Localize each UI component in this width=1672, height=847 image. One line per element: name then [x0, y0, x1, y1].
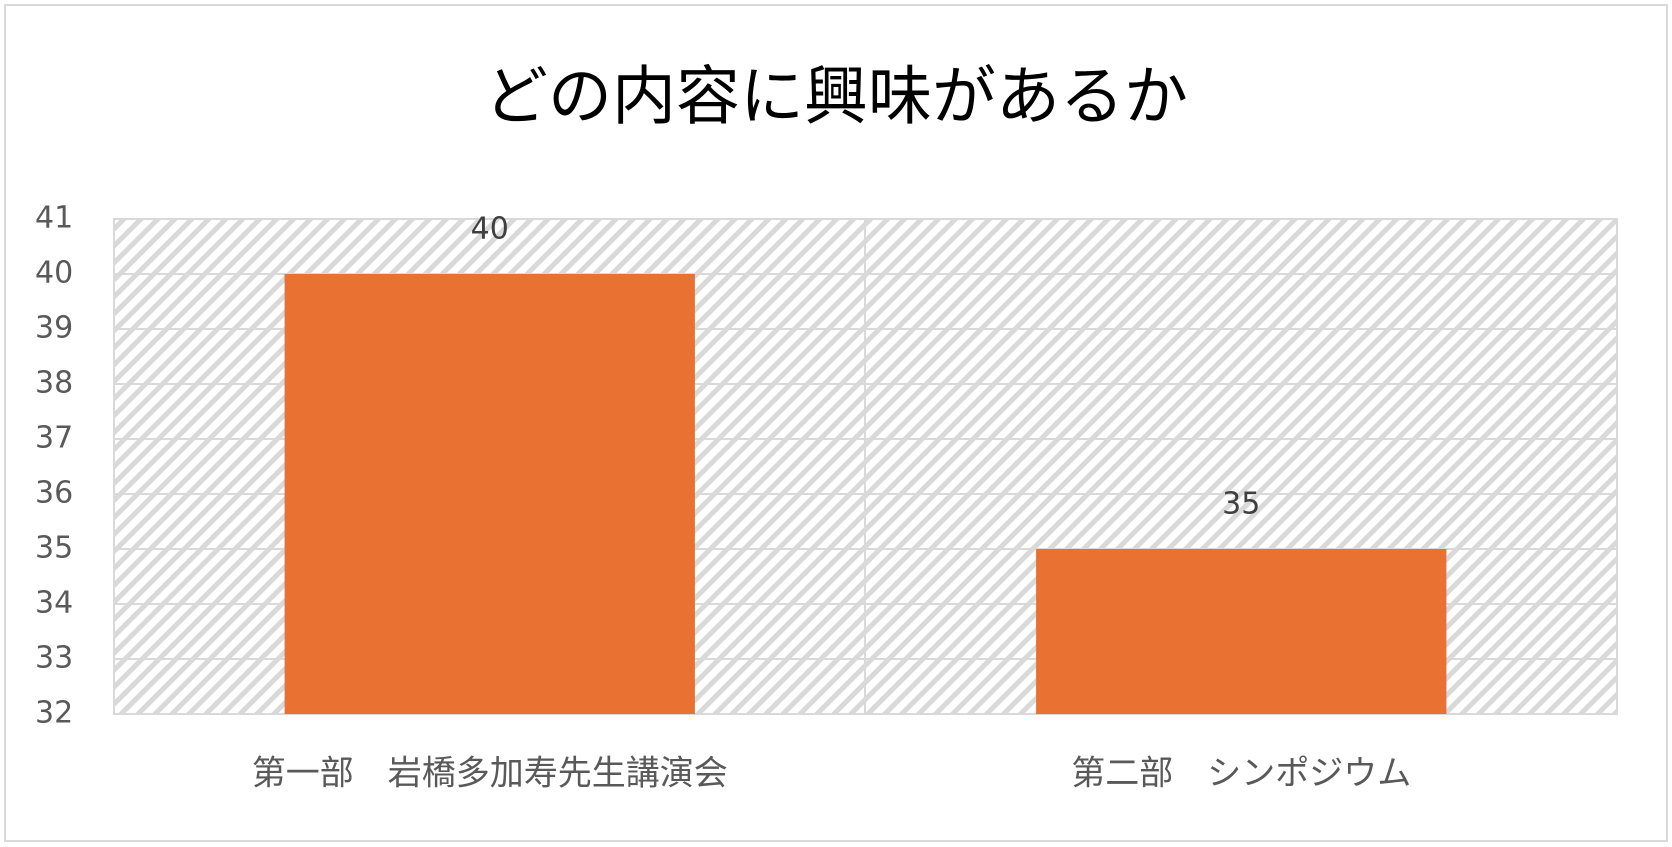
chart-title: どの内容に興味があるか: [484, 61, 1188, 135]
y-tick-label: 41: [35, 201, 73, 236]
bar: [1036, 549, 1447, 714]
y-tick-label: 36: [35, 476, 73, 511]
x-tick-label: 第二部 シンポジウム: [1071, 754, 1411, 794]
y-tick-label: 40: [35, 256, 73, 291]
data-label: 40: [471, 212, 509, 247]
data-label: 35: [1222, 487, 1260, 522]
y-tick-label: 37: [35, 421, 73, 456]
y-tick-label: 38: [35, 366, 73, 401]
x-tick-label: 第一部 岩橋多加寿先生講演会: [252, 754, 728, 794]
y-tick-label: 39: [35, 311, 73, 346]
y-tick-label: 35: [35, 531, 73, 566]
y-tick-label: 34: [35, 586, 73, 621]
bar: [284, 274, 695, 714]
y-tick-label: 32: [35, 696, 73, 731]
y-tick-label: 33: [35, 641, 73, 676]
